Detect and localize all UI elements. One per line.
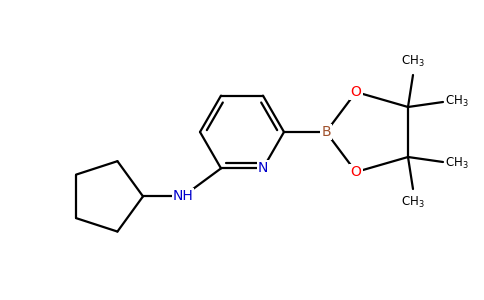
Text: N: N [258,161,268,176]
Text: NH: NH [173,189,194,203]
Text: O: O [350,85,362,99]
Text: CH$_3$: CH$_3$ [445,93,469,109]
Text: CH$_3$: CH$_3$ [401,54,425,69]
Text: O: O [350,165,362,179]
Text: CH$_3$: CH$_3$ [445,155,469,171]
Text: B: B [321,125,331,139]
Text: CH$_3$: CH$_3$ [401,195,425,210]
